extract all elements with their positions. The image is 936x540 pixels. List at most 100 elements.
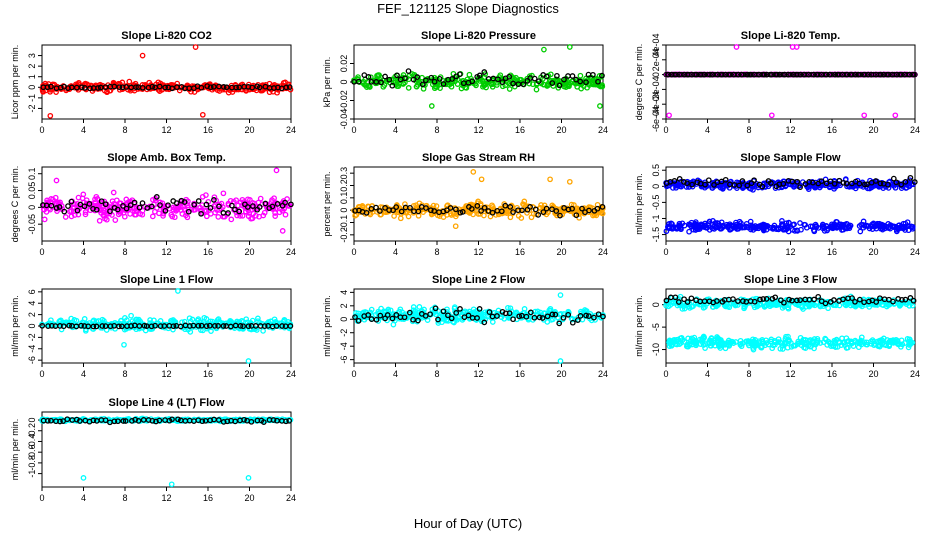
data-point	[544, 83, 550, 89]
data-point-black	[102, 201, 109, 208]
data-point	[249, 200, 256, 206]
data-point	[361, 81, 368, 88]
y-tick-label: 0	[339, 208, 349, 213]
data-point	[170, 206, 177, 213]
y-tick-label: 2	[27, 64, 37, 69]
data-point-black	[236, 84, 243, 91]
data-point-black	[794, 178, 801, 185]
data-point	[866, 225, 873, 232]
data-point	[513, 74, 519, 81]
data-point-black	[870, 71, 877, 78]
y-tick-label: -6	[27, 356, 37, 364]
y-tick-label: 0	[339, 317, 349, 322]
y-tick-label: -6	[339, 356, 349, 364]
x-tick-label: 4	[81, 125, 86, 135]
data-point	[831, 185, 837, 192]
data-point-black	[415, 208, 422, 215]
x-tick-label: 16	[827, 247, 837, 257]
data-point-black	[423, 205, 429, 211]
data-point-black	[840, 179, 847, 186]
data-point-black	[363, 209, 370, 216]
data-point	[101, 209, 108, 216]
y-tick-label: -10	[651, 343, 661, 356]
data-point	[538, 202, 544, 208]
data-point-black	[478, 208, 484, 214]
data-point	[686, 228, 692, 235]
data-point	[463, 85, 470, 91]
data-point-black	[912, 71, 918, 78]
data-point-black	[756, 71, 763, 78]
data-point-black	[590, 71, 596, 78]
data-point-black	[586, 207, 592, 214]
y-tick-label: -4	[339, 342, 349, 350]
data-point-black	[543, 205, 550, 212]
outlier-point	[273, 167, 280, 174]
data-point	[245, 196, 251, 203]
data-point	[802, 221, 808, 228]
panel-title: Slope Line 4 (LT) Flow	[109, 397, 225, 409]
x-tick-label: 4	[393, 125, 398, 135]
data-point-black	[688, 295, 695, 302]
data-point	[824, 227, 830, 234]
data-point	[898, 185, 905, 191]
data-point	[524, 210, 530, 216]
data-point	[663, 228, 670, 235]
data-point	[533, 86, 540, 93]
data-point	[269, 197, 275, 203]
data-point-black	[595, 78, 601, 85]
y-axis-label: percent per min.	[322, 171, 332, 236]
data-point-black	[56, 204, 63, 210]
data-point-black	[850, 71, 856, 78]
x-tick-label: 12	[161, 247, 171, 257]
data-point-black	[557, 212, 563, 219]
x-tick-label: 24	[910, 125, 920, 135]
data-point	[666, 221, 672, 227]
data-point-black	[663, 71, 669, 78]
data-point-black	[120, 203, 126, 209]
data-point-black	[573, 212, 580, 219]
data-point-black	[842, 71, 848, 78]
y-tick-label: 0	[651, 72, 661, 77]
data-point-black	[911, 179, 918, 185]
data-point	[215, 214, 222, 220]
data-point-black	[857, 71, 864, 78]
data-point-black	[761, 71, 768, 78]
x-tick-label: 12	[785, 125, 795, 135]
data-point-black	[810, 179, 816, 186]
outlier-point	[452, 223, 459, 230]
x-tick-label: 12	[473, 125, 483, 135]
x-tick-label: 8	[434, 247, 439, 257]
data-point	[62, 214, 69, 220]
data-point	[271, 82, 278, 88]
data-point-black	[594, 205, 601, 212]
panel-4: Slope Amb. Box Temp.0 4 8 12 16 20 24-0.0500.0…	[10, 152, 296, 257]
data-point	[720, 183, 727, 190]
data-point-black	[671, 71, 677, 78]
data-point	[274, 89, 280, 96]
data-point	[747, 226, 754, 233]
outlier-point	[245, 475, 252, 481]
data-point-black	[883, 71, 890, 78]
y-tick-label: -0.04	[339, 109, 349, 130]
y-tick-label: 0.3	[339, 167, 349, 180]
x-tick-label: 24	[598, 247, 608, 257]
data-point-black	[286, 84, 293, 90]
data-point-black	[131, 199, 138, 206]
data-point-black	[725, 71, 731, 78]
data-point	[260, 212, 267, 219]
data-point-black	[909, 71, 916, 78]
y-axis-label: degrees C per min.	[634, 44, 644, 121]
data-point-black	[889, 71, 895, 78]
x-tick-label: 4	[705, 125, 710, 135]
x-tick-label: 4	[393, 247, 398, 257]
data-point	[547, 71, 554, 78]
outlier-point	[892, 112, 899, 119]
data-point	[225, 202, 232, 208]
data-point-black	[57, 84, 64, 91]
x-tick-label: 12	[161, 369, 171, 379]
data-point-black	[751, 71, 757, 78]
data-point	[272, 213, 279, 219]
data-point-black	[902, 179, 909, 185]
data-point-black	[427, 207, 434, 214]
